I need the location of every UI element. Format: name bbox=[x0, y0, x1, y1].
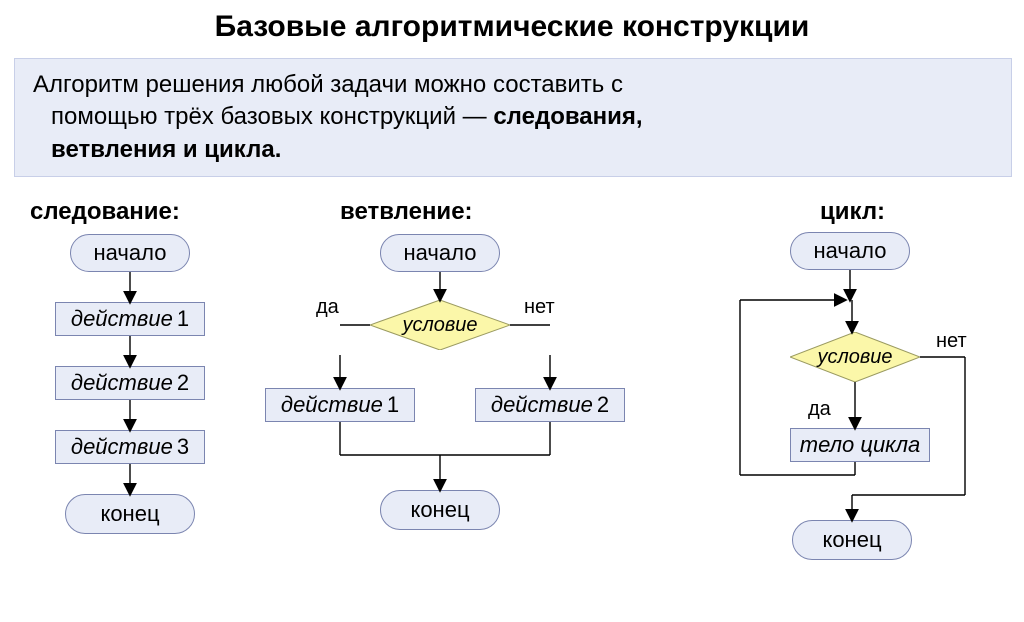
branch-yes-label: да bbox=[316, 296, 339, 319]
loop-no-label: нет bbox=[936, 330, 967, 353]
loop-title: цикл: bbox=[820, 198, 885, 226]
loop-condition: условие bbox=[790, 332, 920, 382]
branch-action-1: действие1 bbox=[265, 388, 415, 422]
seq-action-3: действие3 bbox=[55, 430, 205, 464]
loop-start: начало bbox=[790, 232, 910, 270]
intro-line3: ветвления и цикла. bbox=[33, 134, 993, 166]
branch-no-label: нет bbox=[524, 296, 555, 319]
branch-end: конец bbox=[380, 490, 500, 530]
branch-action-2: действие2 bbox=[475, 388, 625, 422]
sequence-title: следование: bbox=[30, 198, 180, 226]
intro-box: Алгоритм решения любой задачи можно сост… bbox=[14, 58, 1012, 177]
seq-action-1: действие1 bbox=[55, 302, 205, 336]
page-title: Базовые алгоритмические конструкции bbox=[0, 10, 1024, 44]
branch-condition: условие bbox=[370, 300, 510, 350]
branch-start: начало bbox=[380, 234, 500, 272]
seq-action-2: действие2 bbox=[55, 366, 205, 400]
loop-body: тело цикла bbox=[790, 428, 930, 462]
loop-yes-label: да bbox=[808, 398, 831, 421]
seq-start: начало bbox=[70, 234, 190, 272]
intro-line2: помощью трёх базовых конструкций — следо… bbox=[33, 101, 993, 133]
loop-end: конец bbox=[792, 520, 912, 560]
intro-line1: Алгоритм решения любой задачи можно сост… bbox=[33, 69, 993, 101]
seq-end: конец bbox=[65, 494, 195, 534]
branch-title: ветвление: bbox=[340, 198, 473, 226]
